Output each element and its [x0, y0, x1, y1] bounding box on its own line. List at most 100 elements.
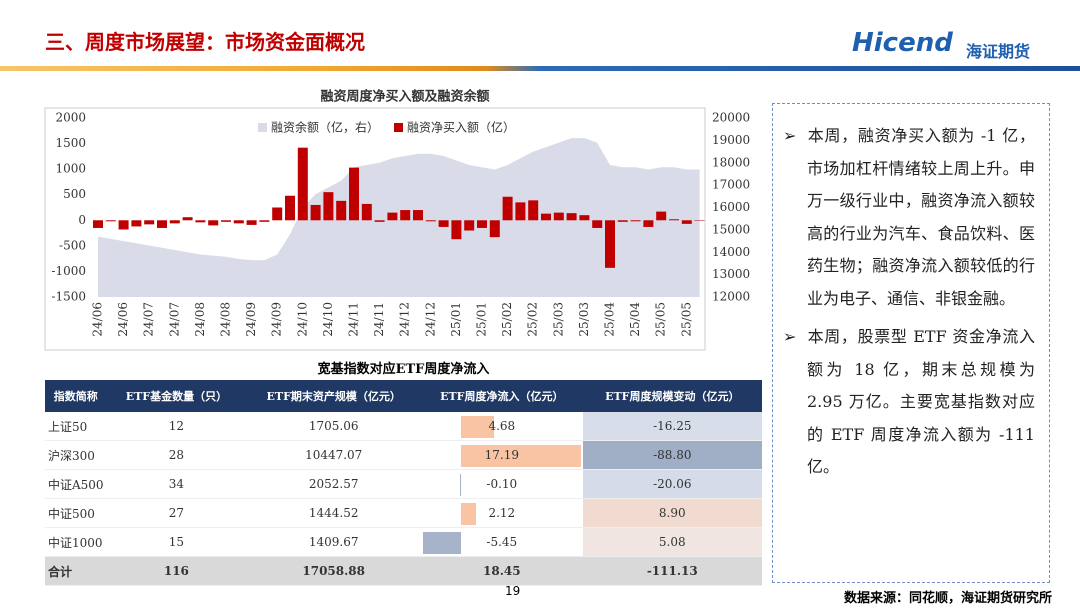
cell-text: -16.25 — [653, 419, 692, 433]
cell-text: 4.68 — [488, 419, 516, 433]
table-cell: -111.13 — [582, 556, 762, 586]
cell-text: -0.10 — [486, 477, 518, 491]
table-cell: 合计 — [45, 556, 107, 586]
table-cell: 12 — [106, 412, 247, 441]
bar — [528, 200, 539, 221]
cell-text: 合计 — [48, 564, 73, 579]
bar — [272, 207, 283, 221]
header-stripe — [0, 66, 1080, 71]
total-row: 合计 116 17058.88 18.45 -111.13 — [45, 556, 762, 586]
cell-text: 2.12 — [488, 506, 516, 520]
cell-text: 上证50 — [48, 419, 88, 434]
bar — [656, 211, 667, 221]
logo-cn: 海证期货 — [966, 42, 1031, 61]
table-cell: 2.12 — [421, 498, 583, 528]
table-cell: -88.80 — [582, 440, 762, 470]
bar — [617, 220, 628, 222]
cell-text: 1444.52 — [308, 506, 359, 520]
table-cell: -16.25 — [582, 412, 762, 441]
bar — [374, 220, 385, 222]
bar — [285, 195, 295, 221]
bar — [387, 212, 398, 221]
y2-tick-label: 17000 — [712, 178, 750, 192]
table-row: 中证500 27 1444.52 2.12 8.90 — [45, 498, 762, 528]
x-tick-label: 24/12 — [423, 302, 437, 337]
bar — [553, 212, 564, 221]
table-cell: -0.10 — [421, 469, 583, 499]
cell-text: 17058.88 — [302, 564, 365, 578]
x-tick-label: 25/04 — [628, 302, 642, 337]
cell-text: 34 — [168, 477, 185, 491]
bar — [195, 220, 206, 223]
table-cell: 中证500 — [45, 498, 107, 528]
y-tick-label: 1000 — [55, 162, 86, 176]
y-tick-label: -1500 — [51, 290, 86, 304]
bar — [144, 220, 155, 225]
cell-text: 27 — [168, 506, 185, 520]
x-tick-label: 25/04 — [603, 302, 617, 337]
y-tick-label: -500 — [59, 238, 86, 252]
y-tick-label: 1500 — [55, 136, 86, 150]
x-tick-label: 24/07 — [142, 302, 156, 337]
y-tick-label: 2000 — [55, 111, 86, 125]
table-cell: 2052.57 — [246, 469, 422, 499]
cell-text: -111.13 — [646, 564, 698, 578]
table-cell: 27 — [106, 498, 247, 528]
bar — [349, 167, 359, 221]
table-title: 宽基指数对应ETF周度净流入 — [317, 362, 490, 377]
cell-text: 沪深300 — [48, 448, 95, 463]
bar — [336, 200, 347, 221]
x-tick-label: 24/08 — [193, 302, 207, 337]
column-header: ETF基金数量（只） — [106, 380, 247, 412]
cell-text: -20.06 — [653, 477, 692, 491]
table-cell: 沪深300 — [45, 440, 107, 470]
data-bar — [422, 532, 462, 554]
table-cell: -20.06 — [582, 469, 762, 499]
chart-title: 融资周度净买入额及融资余额 — [320, 89, 489, 105]
legend-swatch — [258, 123, 267, 132]
table-cell: 8.90 — [582, 498, 762, 528]
bar — [681, 220, 692, 224]
table-cell: 1705.06 — [246, 412, 422, 441]
legend-label: 融资余额（亿，右） — [271, 120, 379, 135]
bar — [310, 204, 321, 221]
cell-text: 15 — [168, 535, 185, 549]
table-cell: 15 — [106, 527, 247, 557]
bar — [93, 220, 103, 228]
bullet: 本周，股票型 ETF 资金净流入额为 18 亿，期末总规模为 2.95 万亿。主… — [783, 321, 1035, 484]
data-bar — [461, 445, 582, 467]
column-header: ETF周度规模变动（亿元） — [582, 380, 762, 412]
x-tick-label: 25/05 — [679, 302, 693, 337]
table-cell: -5.45 — [421, 527, 583, 557]
x-tick-label: 24/08 — [219, 302, 233, 337]
y2-tick-label: 16000 — [712, 200, 750, 214]
x-tick-label: 24/09 — [270, 302, 284, 337]
y2-tick-label: 15000 — [712, 222, 750, 236]
cell-text: 28 — [168, 448, 185, 462]
y-tick-label: 500 — [63, 187, 86, 201]
bar — [694, 220, 705, 221]
bar — [464, 220, 475, 231]
table-cell: 116 — [106, 556, 247, 586]
table-row: 上证50 12 1705.06 4.68 -16.25 — [45, 412, 762, 441]
cell-text: 1705.06 — [308, 419, 359, 433]
area — [98, 138, 700, 297]
bar — [169, 220, 180, 224]
x-tick-label: 25/05 — [654, 302, 668, 337]
cell-text: -88.80 — [653, 448, 692, 462]
x-tick-label: 25/03 — [577, 302, 591, 337]
cell-text: 2052.57 — [308, 477, 359, 491]
table-row: 中证1000 15 1409.67 -5.45 5.08 — [45, 527, 762, 557]
notes-box: 本周，融资净买入额为 -1 亿，市场加杠杆情绪较上周上升。申万一级行业中，融资净… — [772, 103, 1050, 583]
column-header: 指数简称 — [45, 380, 107, 412]
bar — [105, 220, 116, 222]
table-cell: 5.08 — [582, 527, 762, 557]
x-tick-label: 25/01 — [449, 302, 463, 337]
x-tick-label: 24/10 — [295, 302, 309, 337]
y-tick-label: -1000 — [51, 264, 86, 278]
bar — [566, 213, 577, 221]
bullet: 本周，融资净买入额为 -1 亿，市场加杠杆情绪较上周上升。申万一级行业中，融资净… — [783, 120, 1035, 315]
logo: Hicend — [852, 28, 953, 58]
bar — [157, 220, 167, 228]
